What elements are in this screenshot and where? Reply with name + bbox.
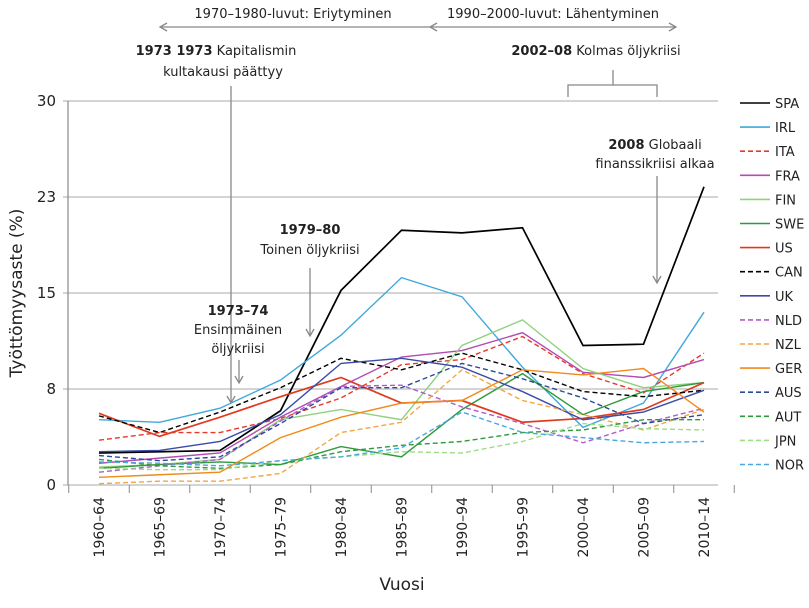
y-tick-label: 23 [37,188,56,206]
legend-label-spa: SPA [775,97,799,112]
series-line-nzl [98,368,705,485]
series-line-aut [98,419,704,470]
series-line-aus [98,362,705,462]
series-line-swe [98,372,705,470]
series-line-nor [98,411,705,467]
x-tick-label: 2010–14 [697,497,713,558]
legend-label-us: US [775,242,793,257]
legend-label-swe: SWE [775,218,804,233]
legend-label-irl: IRL [775,121,796,136]
series-line-irl [98,276,705,429]
legend-label-fin: FIN [775,193,796,208]
series-line-fra [98,331,705,464]
x-axis-ticks: 1960–64 1965–69 1970–74 1975–79 1980–84 1985–… [68,485,735,558]
series-line-ger [98,367,705,479]
annotation-1973-74: 1973–74 [208,304,269,319]
series-line-jpn [98,422,705,471]
bracket-2002-08 [567,70,658,97]
x-tick-label: 2000–04 [576,497,592,558]
series-line-ita [98,335,705,441]
y-tick-label: 15 [37,284,56,302]
annotation-1973-line2: kultakausi päättyy [163,65,283,80]
series-line-us [98,376,705,438]
y-axis-ticks: 0 8 15 23 30 [37,92,56,494]
x-tick-label: 1975–79 [274,497,290,557]
x-axis-label: Vuosi [379,575,424,595]
legend-label-nld: NLD [775,314,802,329]
y-tick-label: 8 [46,380,56,398]
annotation-1979-80: 1979–80 [280,223,341,238]
annotation-1973: 1973 1973 Kapitalismin [136,44,297,59]
legend-label-fra: FRA [775,169,800,184]
period2-label: 1990–2000-luvut: Lähentyminen [447,7,659,22]
x-tick-label: 1995–99 [516,497,532,557]
annotation-2002-08: 2002–08 Kolmas öljykriisi [511,44,680,59]
legend-label-can: CAN [775,266,803,281]
legend-label-uk: UK [775,290,794,305]
x-tick-label: 1970–74 [213,497,229,558]
series-lines [98,186,705,485]
x-tick-label: 1990–94 [455,497,471,558]
legend-label-nor: NOR [775,459,804,474]
legend-label-jpn: JPN [774,434,796,449]
x-tick-label: 1985–89 [395,497,411,557]
legend-label-aut: AUT [775,410,801,425]
series-line-can [98,352,705,434]
annotation-2008: 2008 Globaali [608,138,701,153]
x-tick-label: 1965–69 [153,497,169,557]
annotation-1973-74-line3: öljykriisi [211,342,264,357]
series-line-spa [98,186,705,454]
legend-label-nzl: NZL [775,338,802,353]
y-tick-label: 0 [46,476,56,494]
legend-label-ita: ITA [775,145,795,160]
annotations [158,22,678,405]
legend-label-ger: GER [775,362,802,377]
legend: SPA IRL ITA FRA FIN SWE US CAN UK NLD NZL GER AUS AUT… [740,97,804,474]
gridlines [63,100,718,486]
y-tick-label: 30 [37,92,56,110]
annotation-2008-line2: finanssikriisi alkaa [595,157,714,172]
x-tick-label: 1980–84 [334,497,350,558]
series-line-uk [98,357,705,453]
annotation-1979-80-line2: Toinen öljykriisi [259,243,359,258]
period1-label: 1970–1980-luvut: Eriytyminen [194,7,391,22]
y-axis-label: Työttömyysaste (%) [7,209,27,379]
series-line-fin [98,319,705,468]
x-tick-label: 2005–09 [637,497,653,557]
legend-label-aus: AUS [775,386,802,401]
x-tick-label: 1960–64 [92,497,108,558]
series-line-nld [98,384,705,473]
annotation-1973-74-line2: Ensimmäinen [194,323,282,338]
